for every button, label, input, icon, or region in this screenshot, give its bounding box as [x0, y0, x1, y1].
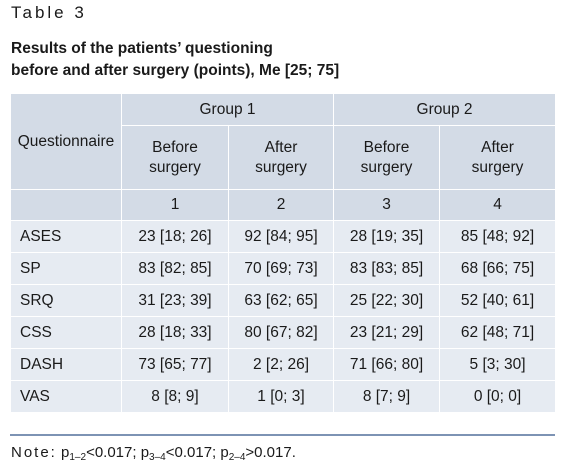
table-note: Note: p1–2<0.017; p3–4<0.017; p2–4>0.017…	[11, 444, 296, 463]
note-p-symbol: p	[61, 444, 70, 461]
table-row: ASES 23 [18; 26] 92 [84; 95] 28 [19; 35]…	[10, 220, 557, 253]
table-cell: 52 [40; 61]	[439, 284, 557, 317]
row-label: ASES	[10, 220, 122, 253]
header-before-line-1: Before	[363, 138, 410, 156]
table-cell: 23 [18; 26]	[121, 220, 229, 253]
note-subscript: 3–4	[149, 452, 166, 463]
table-cell: 85 [48; 92]	[439, 220, 557, 253]
table-cell: 25 [22; 30]	[333, 284, 441, 317]
table-cell: 80 [67; 82]	[227, 316, 335, 349]
table-title-line-2: before and after surgery (points), Me [2…	[11, 62, 340, 79]
table-row: DASH 73 [65; 77] 2 [2; 26] 71 [66; 80] 5…	[10, 348, 557, 381]
table-cell: 71 [66; 80]	[333, 348, 441, 381]
header-group-2: Group 2	[333, 93, 557, 126]
header-after-surgery-2: After surgery	[439, 125, 557, 190]
table-cell: 8 [7; 9]	[333, 380, 441, 413]
header-column-number: 4	[439, 189, 557, 221]
note-prefix: Note:	[11, 444, 57, 461]
header-column-number: 1	[121, 189, 229, 221]
row-label: CSS	[10, 316, 122, 349]
table-cell: 70 [69; 73]	[227, 252, 335, 285]
header-before-surgery-2: Before surgery	[333, 125, 441, 190]
header-group-1: Group 1	[120, 93, 335, 126]
table-cell: 1 [0; 3]	[227, 380, 335, 413]
table-cell: 0 [0; 0]	[439, 380, 557, 413]
header-after-line-1: After	[264, 138, 298, 156]
table-cell: 83 [83; 85]	[333, 252, 441, 285]
header-number-blank	[10, 189, 122, 221]
header-after-line-2: surgery	[471, 158, 524, 176]
table-row: SP 83 [82; 85] 70 [69; 73] 83 [83; 85] 6…	[10, 252, 557, 285]
header-before-line-1: Before	[152, 138, 198, 156]
header-before-line-2: surgery	[360, 158, 413, 176]
table-cell: 8 [8; 9]	[121, 380, 229, 413]
table-cell: 31 [23; 39]	[121, 284, 229, 317]
header-column-number: 3	[333, 189, 441, 221]
table-cell: 23 [21; 29]	[333, 316, 441, 349]
header-after-surgery-1: After surgery	[227, 125, 335, 190]
table-row: VAS 8 [8; 9] 1 [0; 3] 8 [7; 9] 0 [0; 0]	[10, 380, 557, 413]
header-before-surgery-1: Before surgery	[121, 125, 229, 190]
header-after-line-2: surgery	[255, 158, 307, 176]
table-cell: 83 [82; 85]	[121, 252, 229, 285]
table-row: SRQ 31 [23; 39] 63 [62; 65] 25 [22; 30] …	[10, 284, 557, 317]
table-cell: 63 [62; 65]	[227, 284, 335, 317]
row-label: SP	[10, 252, 122, 285]
table-title: Results of the patients’ questioning bef…	[11, 38, 339, 82]
header-column-number-row: 1 2 3 4	[10, 189, 557, 221]
header-column-number: 2	[227, 189, 335, 221]
table-caption: Table 3	[11, 3, 87, 22]
table-row: CSS 28 [18; 33] 80 [67; 82] 23 [21; 29] …	[10, 316, 557, 349]
table-title-line-1: Results of the patients’ questioning	[11, 40, 273, 57]
header-after-line-1: After	[481, 138, 514, 156]
note-subscript: 1–2	[69, 452, 87, 463]
header-before-line-2: surgery	[149, 158, 201, 176]
row-label: SRQ	[10, 284, 122, 317]
table-cell: 92 [84; 95]	[227, 220, 335, 253]
table-bottom-rule	[10, 434, 555, 436]
table-cell: 73 [65; 77]	[121, 348, 229, 381]
results-table: Questionnaire Group 1 Group 2 Before sur…	[10, 93, 557, 413]
table-cell: 28 [18; 33]	[121, 316, 229, 349]
table-cell: 62 [48; 71]	[439, 316, 557, 349]
note-value: <0.017;	[165, 444, 221, 461]
note-value: >0.017.	[245, 444, 296, 461]
note-value: <0.017;	[86, 444, 141, 461]
table-cell: 2 [2; 26]	[227, 348, 335, 381]
note-subscript: 2–4	[228, 452, 246, 463]
table-cell: 68 [66; 75]	[439, 252, 557, 285]
row-label: VAS	[10, 380, 122, 413]
note-p-symbol: p	[220, 444, 229, 461]
header-subgroup-row: Before surgery After surgery Before surg…	[11, 125, 557, 190]
header-questionnaire: Questionnaire	[10, 93, 122, 190]
table-cell: 28 [19; 35]	[333, 220, 441, 253]
row-label: DASH	[10, 348, 122, 381]
header-group-row: Questionnaire Group 1 Group 2	[10, 93, 557, 190]
note-p-symbol: p	[140, 444, 150, 461]
table-cell: 5 [3; 30]	[439, 348, 557, 381]
